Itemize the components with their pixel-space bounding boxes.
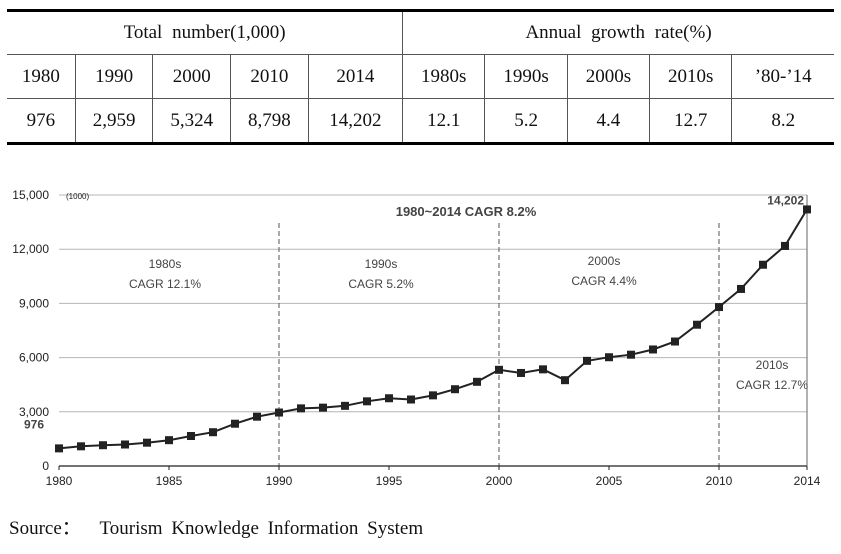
x-tick-label: 2014 <box>794 474 821 488</box>
data-point-marker <box>451 385 459 394</box>
decade-annotation-title: 1990s <box>365 257 398 271</box>
series-line-path <box>58 208 808 450</box>
data-point-marker <box>121 440 129 449</box>
y-tick-label: 15,000 <box>12 188 49 202</box>
data-point-marker <box>759 260 767 269</box>
unit-label: (1000) <box>66 192 89 201</box>
total-value: 8,798 <box>230 98 309 144</box>
decade-annotation-cagr: CAGR 12.7% <box>736 378 808 392</box>
statistics-table: Total number(1,000) Annual growth rate(%… <box>7 9 834 145</box>
data-point-marker <box>275 408 283 417</box>
x-tick-label: 1990 <box>266 474 293 488</box>
total-value: 2,959 <box>74 98 153 144</box>
data-point-marker <box>385 394 393 403</box>
data-point-marker <box>517 368 525 377</box>
period-header: 2010s <box>649 54 732 99</box>
tick-labels: 0 3,000 6,000 9,000 12,000 15,000 (1000) 1980 19… <box>12 188 820 488</box>
data-point-marker <box>561 376 569 385</box>
total-value: 976 <box>26 109 56 131</box>
growth-value: 4.4 <box>566 98 650 144</box>
growth-value: 12.7 <box>649 98 732 144</box>
annual-growth-header: Annual growth rate(%) <box>402 10 834 55</box>
x-tick-label: 1995 <box>376 474 403 488</box>
period-header: 1990s <box>484 54 568 99</box>
data-point-marker <box>473 377 481 386</box>
data-point-marker <box>693 320 701 329</box>
year-header: 2014 <box>307 54 403 99</box>
decade-dividers <box>278 223 720 466</box>
total-number-header: Total number(1,000) <box>123 22 286 43</box>
data-point-marker <box>319 403 327 412</box>
data-point-marker <box>715 303 723 312</box>
x-tick-label: 1985 <box>156 474 183 488</box>
decade-annotation-cagr: CAGR 12.1% <box>129 277 201 291</box>
total-value: 14,202 <box>307 98 403 144</box>
x-tick-label: 1980 <box>46 474 73 488</box>
data-point-marker <box>803 205 811 214</box>
y-tick-label: 0 <box>42 459 49 473</box>
data-point-marker <box>363 397 371 406</box>
data-point-marker <box>209 428 217 437</box>
growth-value: 12.1 <box>402 98 485 144</box>
source-text: Tourism Knowledge Information System <box>99 518 424 539</box>
data-point-marker <box>253 412 261 421</box>
data-point-marker <box>165 436 173 445</box>
data-point-marker <box>627 350 635 359</box>
grid-lines <box>59 194 807 413</box>
decade-annotation-title: 2000s <box>588 254 621 268</box>
source-note: Source： Tourism Knowledge Information Sy… <box>9 513 423 540</box>
y-tick-label: 12,000 <box>12 242 49 256</box>
data-point-marker <box>231 419 239 428</box>
source-label: Source： <box>9 518 81 539</box>
data-point-marker <box>605 353 613 362</box>
axes <box>58 195 808 470</box>
growth-value: 8.2 <box>731 98 834 144</box>
decade-annotation-cagr: CAGR 5.2% <box>348 277 414 291</box>
period-header: 1980s <box>402 54 485 99</box>
decade-annotation-title: 2010s <box>756 358 789 372</box>
year-header: 2000 <box>152 54 231 99</box>
decade-annotation-cagr: CAGR 4.4% <box>571 274 637 288</box>
data-point-marker <box>407 395 415 404</box>
y-tick-label: 3,000 <box>19 405 49 419</box>
data-point-marker <box>187 432 195 441</box>
data-point-marker <box>77 442 85 451</box>
year-header: 2010 <box>230 54 309 99</box>
data-point-marker <box>781 241 789 250</box>
data-point-marker <box>495 365 503 374</box>
data-point-marker <box>429 391 437 400</box>
data-point-marker <box>297 404 305 413</box>
chart-labels: 1980~2014 CAGR 8.2% 976 14,202 1980s CAGR 12… <box>24 193 808 431</box>
data-point-marker <box>55 444 63 453</box>
period-header: 2000s <box>566 54 650 99</box>
series-line <box>55 205 811 453</box>
data-point-marker <box>539 365 547 374</box>
data-point-marker <box>737 284 745 293</box>
y-tick-label: 9,000 <box>19 296 49 310</box>
data-point-marker <box>341 401 349 410</box>
data-point-marker <box>649 345 657 354</box>
decade-annotation-title: 1980s <box>149 257 182 271</box>
year-header: 1980 <box>21 65 60 87</box>
year-header: 1990 <box>74 54 153 99</box>
x-tick-label: 2005 <box>596 474 623 488</box>
point-label: 14,202 <box>767 193 804 207</box>
data-point-marker <box>671 337 679 346</box>
growth-value: 5.2 <box>484 98 568 144</box>
point-label: 976 <box>24 417 44 431</box>
chart-title: 1980~2014 CAGR 8.2% <box>396 204 537 219</box>
x-tick-label: 2010 <box>706 474 733 488</box>
data-point-marker <box>99 441 107 450</box>
line-chart: 0 3,000 6,000 9,000 12,000 15,000 (1000) 1980 19… <box>12 188 820 488</box>
x-tick-label: 2000 <box>486 474 513 488</box>
total-value: 5,324 <box>152 98 231 144</box>
period-header: ’80-’14 <box>731 54 834 99</box>
data-point-marker <box>583 356 591 365</box>
data-point-marker <box>143 438 151 447</box>
y-tick-label: 6,000 <box>19 351 49 365</box>
